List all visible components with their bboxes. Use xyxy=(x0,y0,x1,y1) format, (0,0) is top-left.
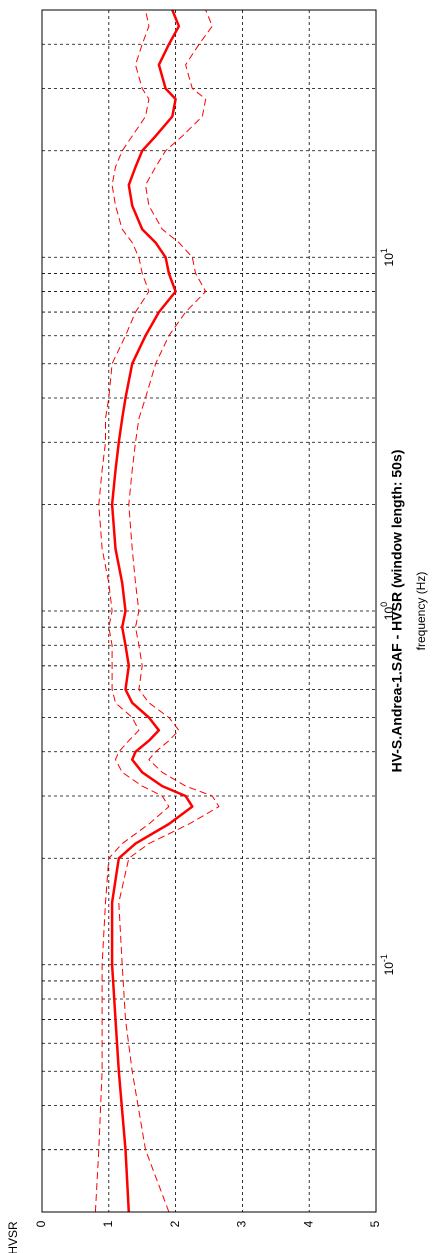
x-axis-label: frequency (Hz) xyxy=(414,572,428,651)
hvsr-std-curve-1 xyxy=(118,9,220,1213)
y-axis-label: HVSR xyxy=(6,1221,20,1253)
y-tick-label: 2 xyxy=(168,1220,182,1227)
x-tick-base: 10 xyxy=(382,607,396,621)
y-tick-labels: 0 1 2 3 4 5 xyxy=(34,1220,382,1227)
chart-title: HV-S.Andrea-1.SAF - HVSR (window length:… xyxy=(389,450,405,773)
y-tick-label: 0 xyxy=(34,1220,48,1227)
x-tick-exponent: -1 xyxy=(379,954,389,962)
plot-frame xyxy=(41,9,377,1213)
hvsr-mean-curve xyxy=(110,9,194,1213)
x-tick-exponent: 0 xyxy=(379,602,389,607)
y-tick-label: 4 xyxy=(301,1220,315,1227)
x-tick-exponent: 1 xyxy=(379,248,389,253)
x-tick-label: 10-1 xyxy=(379,954,396,975)
hvsr-std-curve-2 xyxy=(94,9,170,1213)
x-tick-base: 10 xyxy=(382,253,396,267)
x-tick-label: 100 xyxy=(379,602,396,620)
series-group xyxy=(94,9,220,1213)
y-tick-label: 5 xyxy=(368,1220,382,1227)
x-tick-base: 10 xyxy=(382,962,396,976)
y-tick-label: 1 xyxy=(101,1220,115,1227)
y-tick-label: 3 xyxy=(235,1220,249,1227)
x-tick-label: 101 xyxy=(379,248,396,266)
